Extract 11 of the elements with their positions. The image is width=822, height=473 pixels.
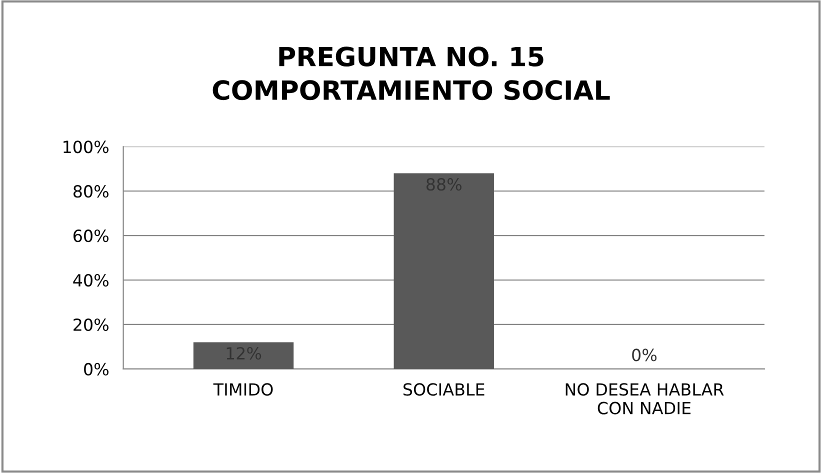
x-tick-label: SOCIABLE: [404, 383, 484, 396]
x-tick-label: TIMIDO: [213, 383, 273, 396]
y-tick-label: 0%: [84, 362, 108, 376]
y-tick-label: 60%: [74, 230, 108, 242]
y-tick-label: 20%: [74, 318, 108, 332]
data-label: 0%: [632, 348, 657, 362]
y-tick-label: 100%: [64, 140, 108, 154]
y-tick-label: 40%: [73, 274, 108, 287]
chart-title: PREGUNTA NO. 15 COMPORTAMIENTO SOCIAL: [212, 46, 610, 100]
y-tick-label: 80%: [73, 185, 108, 198]
x-tick-label: NO DESEA HABLAR CON NADIE: [566, 383, 724, 414]
